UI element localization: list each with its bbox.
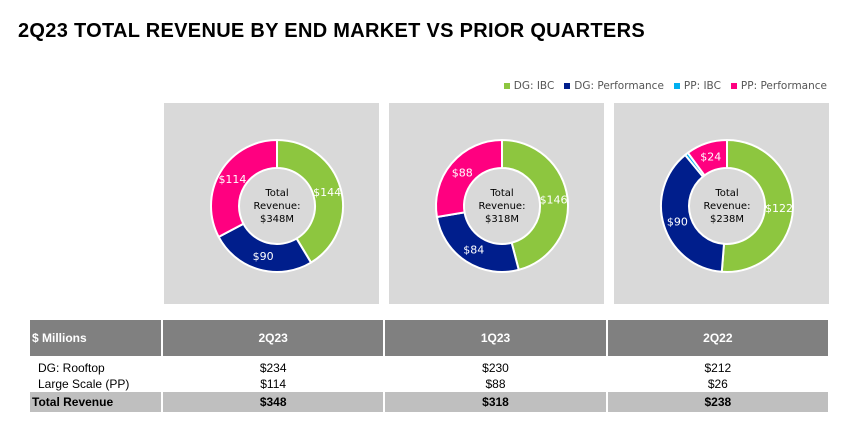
- header-cell: 1Q23: [384, 320, 608, 356]
- cell: $114: [260, 377, 287, 391]
- legend-entry: PP: Performance: [730, 80, 827, 92]
- center-label: $318M: [485, 214, 519, 225]
- slice-label: $146: [540, 193, 568, 206]
- legend-label: DG: IBC: [513, 80, 555, 92]
- cell: $212: [704, 361, 732, 375]
- header-cell: 2Q22: [606, 320, 831, 356]
- slice-label: $90: [253, 250, 274, 263]
- donut-panel-2: $146 $84 $88 Total Revenue: $318M: [389, 103, 604, 304]
- donut-slice: [210, 138, 278, 239]
- slice-label: $24: [700, 151, 721, 164]
- center-label: $238M: [710, 214, 744, 225]
- donut-slice: [435, 138, 503, 219]
- header-cell: $ Millions: [30, 320, 163, 356]
- donut-panel-1: $144 $90 $114 Total Revenue: $348M: [164, 103, 379, 304]
- donut-slice: [686, 138, 728, 177]
- revenue-table: $ Millions 2Q23 1Q23 2Q22 DG: Rooftop $2…: [30, 320, 831, 412]
- row-label: Total Revenue: [30, 392, 163, 412]
- cell: $26: [707, 377, 728, 391]
- legend-swatch: [730, 83, 737, 89]
- slice-label: $90: [667, 216, 688, 229]
- legend: DG: IBC DG: Performance PP: IBC PP: Perform…: [503, 80, 827, 92]
- center-label: Total: [264, 188, 288, 199]
- cell: $348: [162, 392, 386, 412]
- legend-swatch: [673, 83, 680, 89]
- table-row: DG: Rooftop $234 $230 $212: [30, 356, 829, 376]
- center-label: Revenue:: [479, 201, 526, 212]
- donut-slice: [660, 153, 726, 273]
- center-label: $348M: [260, 214, 294, 225]
- cell: $88: [485, 377, 506, 391]
- slice-label: $88: [452, 166, 473, 179]
- donut-chart: $146 $84 $88 Total Revenue: $318M: [435, 138, 569, 273]
- legend-entry: DG: IBC: [503, 80, 555, 92]
- cell: $318: [384, 392, 608, 412]
- center-label: Total: [714, 188, 738, 199]
- donut-chart: $144 $90 $114 Total Revenue: $348M: [210, 138, 344, 273]
- slice-label: $144: [313, 186, 341, 199]
- legend-entry: PP: IBC: [673, 80, 721, 92]
- legend-label: DG: Performance: [574, 80, 664, 92]
- row-label: Large Scale (PP): [38, 377, 130, 391]
- cell: $230: [482, 361, 509, 375]
- table-header-row: $ Millions 2Q23 1Q23 2Q22: [30, 320, 831, 356]
- slice-label: $122: [765, 202, 793, 215]
- legend-entry: DG: Performance: [564, 80, 664, 92]
- legend-swatch: [503, 83, 510, 89]
- donut-chart: $122 $90 $24 Total Revenue: $238M: [660, 138, 794, 273]
- legend-label: PP: Performance: [740, 80, 827, 92]
- slice-label: $114: [218, 173, 246, 186]
- donut-panel-3: $122 $90 $24 Total Revenue: $238M: [614, 103, 829, 304]
- center-label: Total: [489, 188, 513, 199]
- donut-slice: [501, 138, 569, 272]
- donut-slice: [217, 222, 313, 273]
- table-row: Large Scale (PP) $114 $88 $26: [30, 376, 829, 392]
- legend-swatch: [564, 83, 571, 89]
- page-title: 2Q23 TOTAL REVENUE BY END MARKET VS PRIO…: [18, 20, 645, 42]
- header-cell: 2Q23: [162, 320, 386, 356]
- donut-slice: [720, 138, 794, 273]
- donut-slice: [276, 138, 344, 264]
- slice-label: $84: [463, 244, 484, 257]
- legend-label: PP: IBC: [683, 80, 721, 92]
- center-label: Revenue:: [704, 201, 751, 212]
- total-row: Total Revenue $348 $318 $238: [30, 392, 831, 412]
- cell: $234: [259, 361, 287, 375]
- row-label: DG: Rooftop: [38, 361, 105, 375]
- cell: $238: [606, 392, 831, 412]
- center-label: Revenue:: [254, 201, 301, 212]
